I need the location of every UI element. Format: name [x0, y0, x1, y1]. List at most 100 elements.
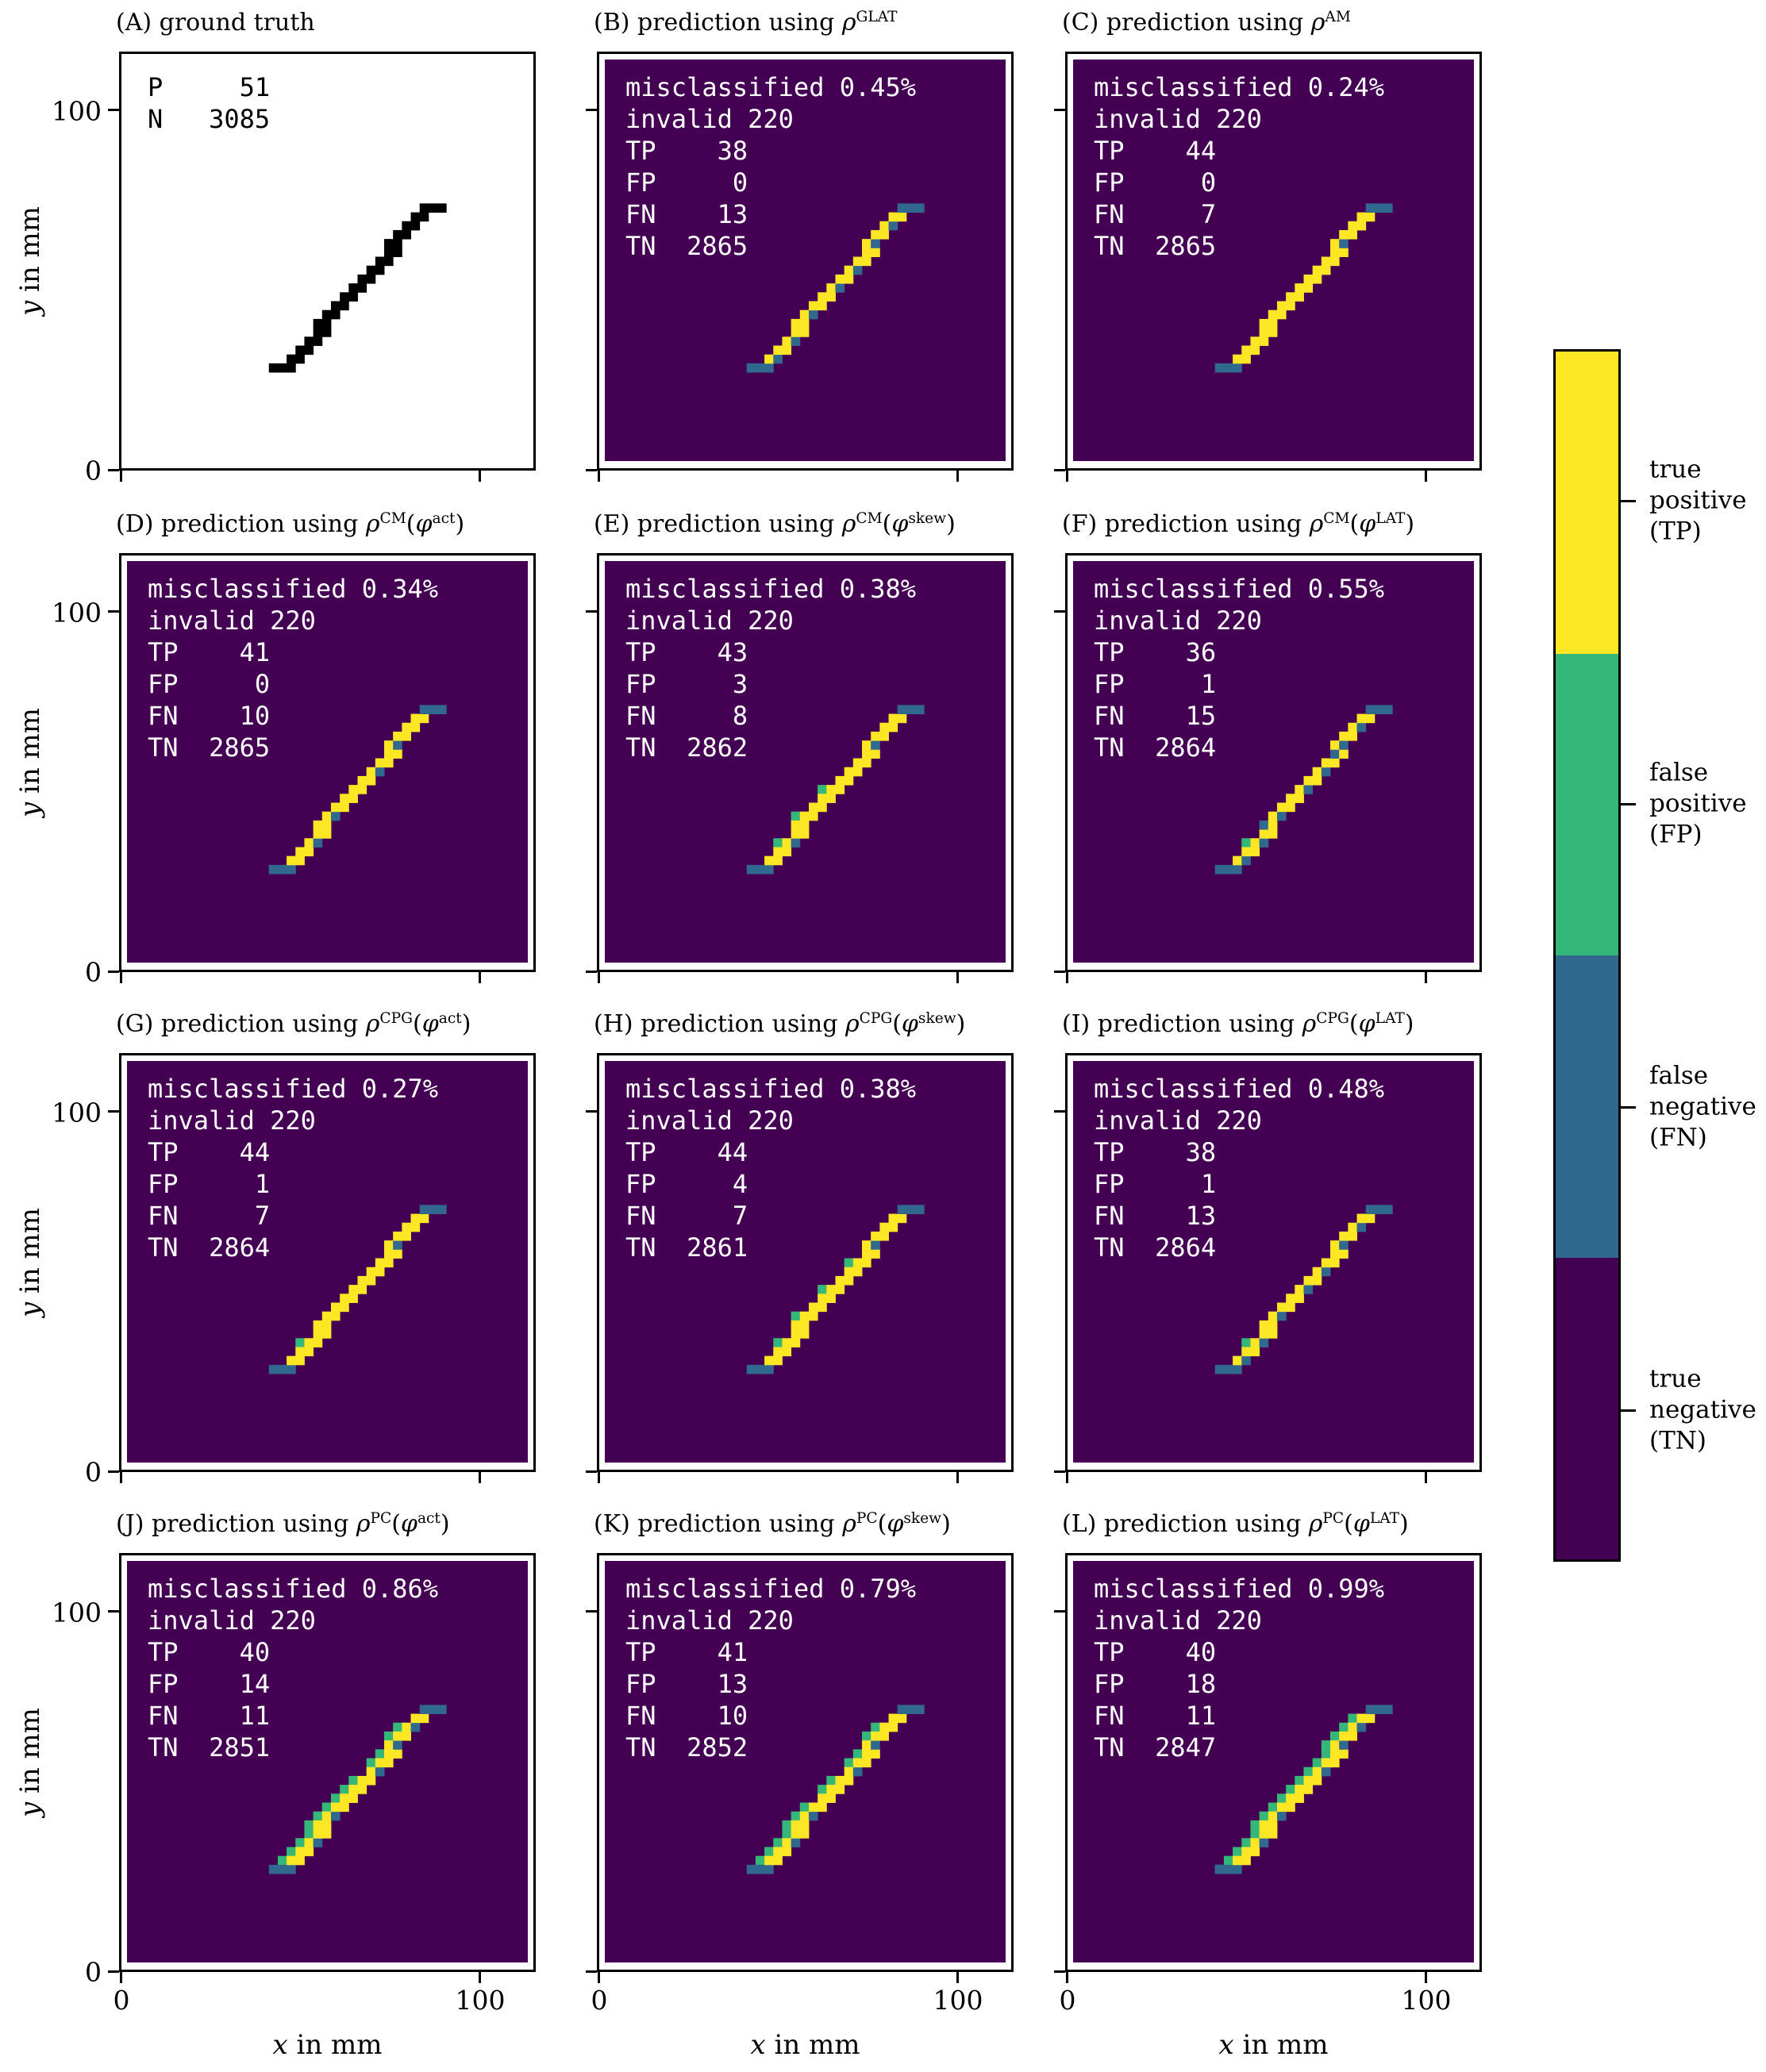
map-cell	[879, 1731, 889, 1741]
plot-frame: misclassified 0.34% invalid 220 TP 41 FP…	[119, 553, 536, 972]
map-cell	[1259, 838, 1269, 848]
map-cell	[782, 345, 792, 356]
map-cell	[1268, 820, 1278, 830]
map-cell	[1259, 820, 1269, 830]
map-cell	[1303, 1275, 1314, 1286]
map-cell	[1321, 1267, 1331, 1277]
map-cell	[844, 1267, 854, 1277]
map-cell	[340, 301, 349, 311]
colorbar-label-fp: false positive (FP)	[1649, 758, 1747, 849]
map-cell	[773, 1347, 783, 1357]
map-cell	[330, 1811, 341, 1821]
map-cell	[277, 1364, 287, 1374]
map-cell	[375, 265, 385, 275]
map-cell	[410, 1713, 421, 1724]
map-cell	[791, 318, 801, 329]
map-cell	[393, 248, 402, 257]
map-cell	[1233, 1864, 1242, 1874]
x-tick-100-mark	[479, 972, 481, 983]
map-cell	[1241, 345, 1251, 356]
map-cell	[410, 212, 421, 222]
map-cell	[1241, 1355, 1251, 1366]
map-cell	[852, 1749, 863, 1759]
map-cell	[1330, 749, 1340, 759]
map-cell	[897, 212, 907, 222]
map-cell	[1330, 1731, 1340, 1741]
map-cell	[897, 1213, 907, 1224]
map-cell	[1339, 1749, 1349, 1759]
classification-map	[746, 705, 925, 875]
panel-title-C: (C) prediction using ρAM	[1062, 9, 1351, 37]
map-cell	[402, 722, 411, 732]
map-cell	[835, 1775, 845, 1786]
map-cell	[393, 1740, 402, 1750]
y-tick-0-mark	[586, 1970, 597, 1973]
map-cell	[852, 1758, 863, 1768]
map-cell	[915, 1705, 925, 1714]
map-cell	[755, 1864, 765, 1874]
x-axis-label-col3: x in mm	[1218, 2029, 1329, 2061]
map-cell	[366, 1775, 376, 1786]
plot-area	[127, 561, 528, 963]
colorbar-label-tp: true positive (TP)	[1649, 455, 1747, 546]
map-cell	[1312, 1267, 1322, 1277]
map-cell	[384, 758, 394, 768]
map-cell	[384, 1249, 394, 1259]
x-axis-label-col1: x in mm	[272, 2029, 383, 2061]
map-cell	[835, 283, 845, 293]
map-cell	[879, 1222, 889, 1232]
y-tick-100-mark	[1054, 109, 1065, 111]
map-cell	[1259, 829, 1269, 839]
y-tick-100-mark	[1054, 610, 1065, 613]
map-cell	[799, 1820, 810, 1830]
map-cell	[1241, 855, 1251, 866]
x-tick-100-mark	[479, 1472, 481, 1483]
plot-area	[1073, 1561, 1474, 1962]
y-tick-100-mark	[586, 1110, 597, 1113]
map-cell	[1365, 1713, 1375, 1724]
map-cell	[1259, 1820, 1269, 1830]
map-cell	[384, 256, 394, 267]
colorbar-tick-fn	[1621, 1106, 1636, 1109]
map-cell	[1348, 1231, 1357, 1241]
map-cell	[393, 731, 402, 741]
colorbar-tick-tn	[1621, 1409, 1636, 1412]
map-cell	[791, 336, 801, 346]
map-cell	[1330, 1740, 1340, 1750]
panel-title-J: (J) prediction using ρPC(φact)	[116, 1510, 450, 1538]
map-cell	[1214, 363, 1225, 373]
map-cell	[879, 731, 889, 741]
map-cell	[1276, 309, 1287, 320]
map-cell	[428, 705, 438, 714]
map-cell	[1250, 1829, 1260, 1839]
map-cell	[773, 1338, 783, 1347]
map-cell	[1321, 256, 1331, 267]
map-cell	[384, 1258, 394, 1268]
map-cell	[818, 785, 827, 794]
map-cell	[410, 713, 421, 724]
stats-text: misclassified 0.38% invalid 220 TP 44 FP…	[625, 1074, 917, 1263]
y-tick-0-mark	[1054, 1470, 1065, 1473]
map-cell	[330, 1802, 341, 1813]
x-tick-100-mark	[956, 471, 959, 482]
map-cell	[277, 1864, 287, 1874]
map-cell	[340, 1793, 349, 1803]
map-cell	[330, 811, 341, 821]
map-cell	[746, 864, 756, 875]
map-cell	[1321, 1258, 1331, 1268]
map-cell	[1259, 1811, 1269, 1821]
map-cell	[393, 229, 402, 240]
map-cell	[852, 256, 863, 267]
map-cell	[1276, 1311, 1287, 1321]
map-cell	[888, 722, 898, 732]
map-cell	[906, 705, 916, 714]
classification-map	[268, 203, 447, 373]
map-cell	[1286, 1302, 1295, 1313]
map-cell	[791, 811, 801, 821]
map-cell	[773, 1838, 783, 1847]
map-cell	[1356, 1213, 1367, 1224]
map-cell	[791, 838, 801, 848]
map-cell	[393, 1240, 402, 1250]
y-axis-label-row4: y in mm	[14, 1707, 46, 1818]
map-cell	[402, 1222, 411, 1232]
